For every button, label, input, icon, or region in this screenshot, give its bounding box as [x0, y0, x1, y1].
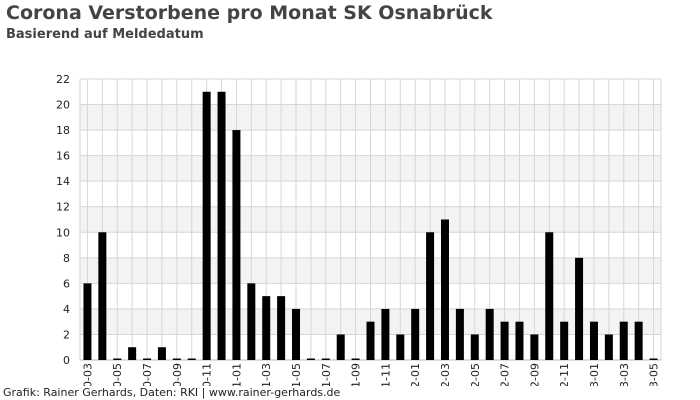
- bar: [321, 358, 330, 360]
- bar: [426, 232, 435, 360]
- x-tick-label: 2020-11: [201, 363, 214, 400]
- x-tick-label: 2020-05: [111, 363, 124, 400]
- x-tick-label: 2022-07: [499, 363, 512, 400]
- x-tick-label: 2023-05: [648, 363, 661, 400]
- bar: [455, 308, 464, 360]
- footer-credit: Grafik: Rainer Gerhards, Daten: RKI | ww…: [3, 386, 341, 399]
- bar: [411, 308, 420, 360]
- bar: [634, 321, 643, 360]
- x-tick-label: 2023-03: [618, 363, 631, 400]
- bar: [292, 308, 301, 360]
- bar: [440, 219, 449, 360]
- chart-title: Corona Verstorbene pro Monat SK Osnabrüc…: [6, 2, 493, 24]
- bar: [351, 358, 360, 360]
- bar: [649, 358, 658, 360]
- bar: [545, 232, 554, 360]
- x-tick-label: 2022-09: [528, 363, 541, 400]
- x-tick-label: 2021-09: [350, 363, 363, 400]
- x-tick-label: 2022-03: [439, 363, 452, 400]
- y-tick-label: 0: [63, 354, 70, 367]
- y-tick-label: 14: [56, 175, 70, 188]
- bar: [187, 358, 196, 360]
- x-tick-label: 2022-11: [558, 363, 571, 400]
- bar: [381, 308, 390, 360]
- bar: [113, 358, 122, 360]
- bar: [619, 321, 628, 360]
- bar: [83, 283, 92, 360]
- y-tick-label: 20: [56, 99, 70, 112]
- bar: [470, 334, 479, 360]
- x-tick-label: 2022-05: [469, 363, 482, 400]
- bar: [262, 296, 271, 360]
- bar: [500, 321, 509, 360]
- bar: [172, 358, 181, 360]
- bar: [575, 257, 584, 360]
- bars: [83, 91, 658, 360]
- bar: [217, 91, 226, 360]
- x-tick-label: 2021-11: [379, 363, 392, 400]
- y-axis-ticks: 0 2 4 6 8 10 12 14 16 18 20 22: [56, 73, 70, 367]
- x-tick-label: 2020-09: [171, 363, 184, 400]
- x-tick-label: 2021-05: [290, 363, 303, 400]
- x-tick-label: 2021-01: [230, 363, 243, 400]
- y-tick-label: 12: [56, 201, 70, 214]
- bar: [202, 91, 211, 360]
- bar: [515, 321, 524, 360]
- y-tick-label: 4: [63, 303, 70, 316]
- bar: [306, 358, 315, 360]
- x-tick-label: 2020-07: [141, 363, 154, 400]
- y-tick-label: 8: [63, 252, 70, 265]
- y-tick-label: 22: [56, 73, 70, 86]
- chart-subtitle: Basierend auf Meldedatum: [6, 27, 204, 42]
- x-tick-label: 2021-03: [260, 363, 273, 400]
- bar: [157, 347, 166, 360]
- bar: [604, 334, 613, 360]
- bar: [485, 308, 494, 360]
- bar: [560, 321, 569, 360]
- bar: [366, 321, 375, 360]
- bar: [247, 283, 256, 360]
- bar: [336, 334, 345, 360]
- bar: [589, 321, 598, 360]
- bar: [232, 130, 241, 360]
- bar: [143, 358, 152, 360]
- bar: [530, 334, 539, 360]
- y-tick-label: 2: [63, 328, 70, 341]
- bar: [98, 232, 107, 360]
- x-tick-label: 2020-03: [81, 363, 94, 400]
- y-tick-label: 6: [63, 277, 70, 290]
- bar: [396, 334, 405, 360]
- x-axis-ticks: 2020-03 2020-05 2020-07 2020-09 2020-11 2021-…: [81, 363, 661, 400]
- y-tick-label: 16: [56, 150, 70, 163]
- y-tick-label: 18: [56, 124, 70, 137]
- bar: [277, 296, 286, 360]
- x-tick-label: 2021-07: [320, 363, 333, 400]
- x-tick-label: 2022-01: [409, 363, 422, 400]
- x-tick-label: 2023-01: [588, 363, 601, 400]
- y-tick-label: 10: [56, 226, 70, 239]
- bar: [128, 347, 137, 360]
